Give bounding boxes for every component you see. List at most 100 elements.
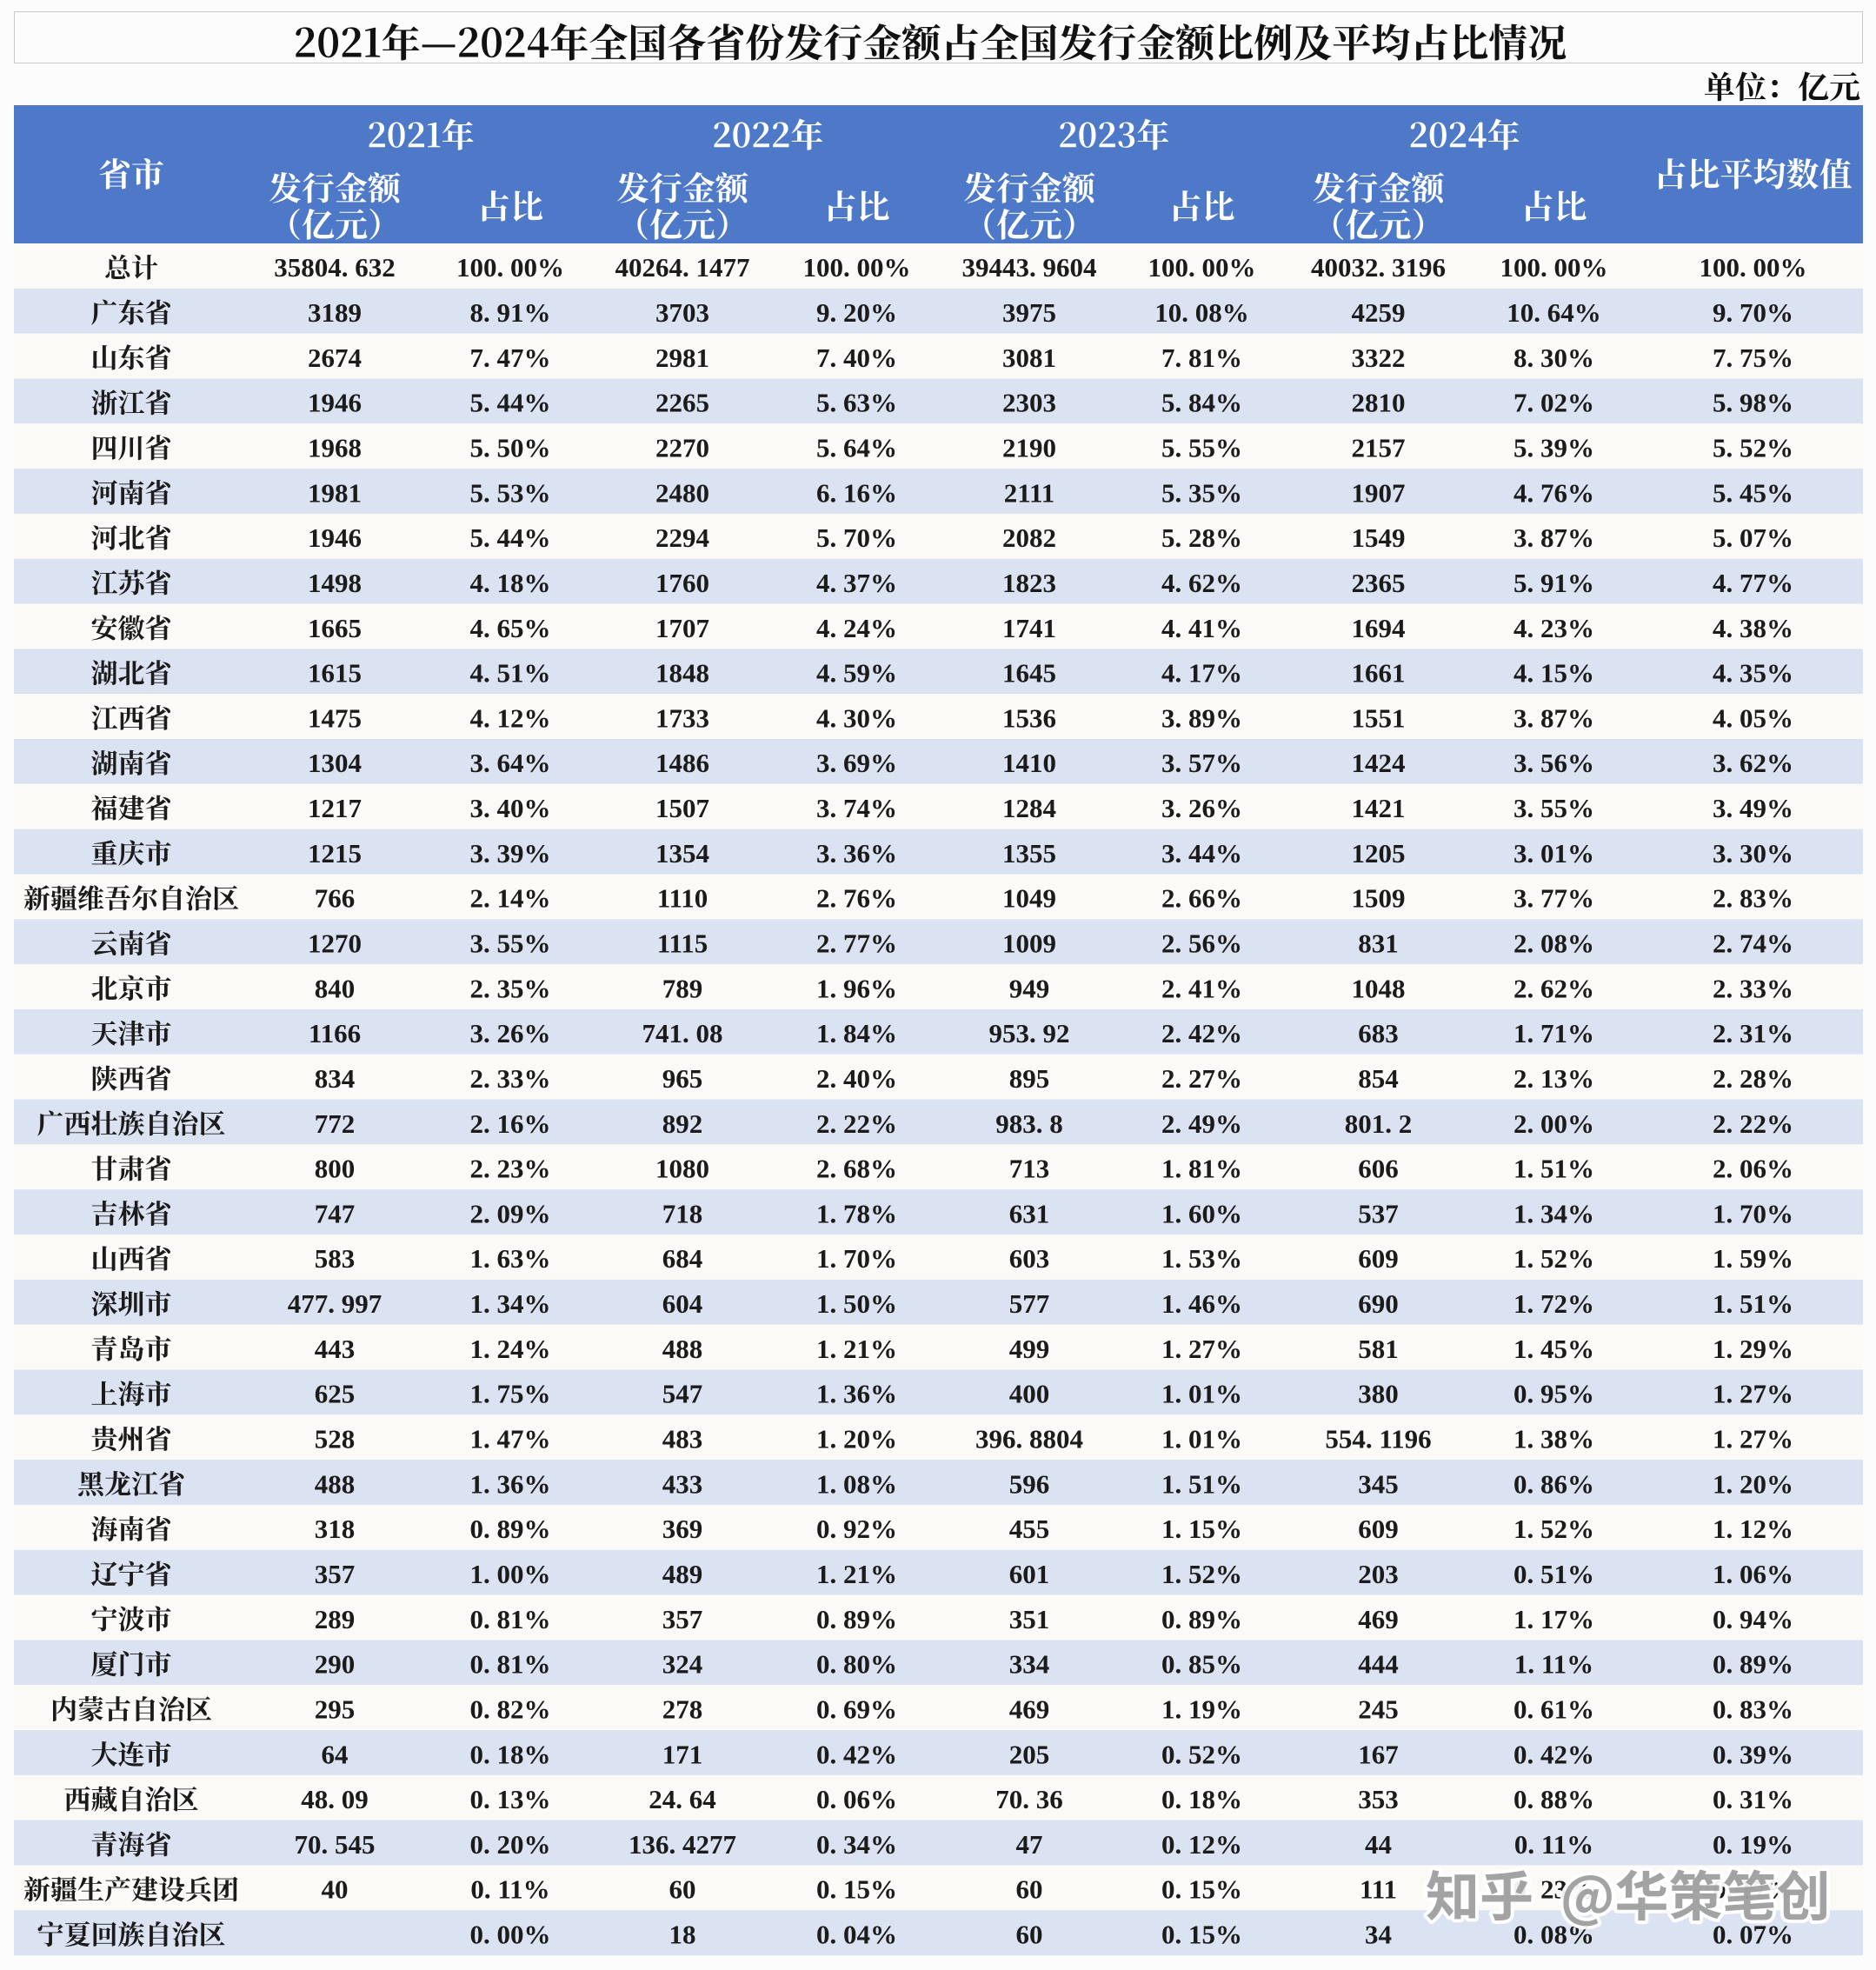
svg-text:1354: 1354 (655, 838, 709, 869)
svg-text:1498: 1498 (308, 568, 362, 598)
svg-text:1. 52%: 1. 52% (1513, 1514, 1594, 1544)
svg-text:1. 15%: 1. 15% (1161, 1514, 1242, 1544)
svg-text:1507: 1507 (655, 793, 709, 823)
svg-text:2157: 2157 (1352, 433, 1406, 463)
svg-text:4. 77%: 4. 77% (1713, 568, 1793, 598)
svg-text:4. 38%: 4. 38% (1713, 613, 1793, 643)
svg-text:3. 77%: 3. 77% (1513, 883, 1594, 914)
svg-text:4. 05%: 4. 05% (1713, 702, 1793, 733)
svg-text:683: 683 (1358, 1018, 1399, 1048)
svg-text:0. 81%: 0. 81% (470, 1649, 551, 1680)
svg-text:528: 528 (315, 1424, 356, 1454)
svg-text:0. 06%: 0. 06% (816, 1784, 897, 1814)
svg-text:1. 36%: 1. 36% (816, 1379, 897, 1409)
svg-text:800: 800 (315, 1154, 356, 1184)
svg-text:609: 609 (1358, 1514, 1399, 1544)
svg-text:0. 15%: 0. 15% (1161, 1920, 1242, 1950)
svg-text:0. 88%: 0. 88% (1513, 1784, 1594, 1814)
svg-text:2. 35%: 2. 35% (470, 973, 551, 1003)
svg-text:0. 85%: 0. 85% (1161, 1649, 1242, 1680)
svg-text:766: 766 (315, 883, 356, 914)
svg-text:100. 00%: 100. 00% (1148, 252, 1256, 283)
svg-text:2270: 2270 (655, 433, 709, 463)
svg-text:100. 00%: 100. 00% (1500, 252, 1608, 283)
svg-text:2. 06%: 2. 06% (1713, 1154, 1793, 1184)
svg-text:47: 47 (1016, 1829, 1043, 1860)
svg-text:1. 20%: 1. 20% (816, 1424, 897, 1454)
svg-text:1355: 1355 (1002, 838, 1056, 869)
svg-text:433: 433 (662, 1468, 703, 1499)
svg-text:290: 290 (315, 1649, 356, 1680)
svg-text:4. 24%: 4. 24% (816, 613, 897, 643)
svg-text:1733: 1733 (655, 702, 709, 733)
svg-text:295: 295 (315, 1694, 356, 1725)
svg-text:3. 89%: 3. 89% (1161, 702, 1242, 733)
svg-text:136. 4277: 136. 4277 (629, 1829, 736, 1860)
svg-text:205: 205 (1009, 1739, 1050, 1769)
svg-text:2674: 2674 (308, 343, 362, 373)
svg-text:1. 21%: 1. 21% (816, 1559, 897, 1589)
svg-text:2. 08%: 2. 08% (1513, 928, 1594, 959)
svg-text:1475: 1475 (308, 702, 362, 733)
svg-text:4. 12%: 4. 12% (470, 702, 551, 733)
svg-text:3. 56%: 3. 56% (1513, 748, 1594, 778)
svg-text:747: 747 (315, 1198, 356, 1228)
svg-text:4. 41%: 4. 41% (1161, 613, 1242, 643)
svg-text:1. 51%: 1. 51% (1161, 1468, 1242, 1499)
svg-text:1694: 1694 (1352, 613, 1406, 643)
svg-text:60: 60 (1016, 1920, 1043, 1950)
svg-text:40264. 1477: 40264. 1477 (615, 252, 750, 283)
svg-text:834: 834 (315, 1063, 356, 1094)
svg-text:2. 33%: 2. 33% (470, 1063, 551, 1094)
svg-text:100. 00%: 100. 00% (456, 252, 564, 283)
svg-text:4. 37%: 4. 37% (816, 568, 897, 598)
svg-text:895: 895 (1009, 1063, 1050, 1094)
svg-text:625: 625 (315, 1379, 356, 1409)
svg-text:35804. 632: 35804. 632 (274, 252, 396, 283)
svg-text:0. 18%: 0. 18% (470, 1739, 551, 1769)
svg-text:167: 167 (1358, 1739, 1399, 1769)
svg-text:3. 30%: 3. 30% (1713, 838, 1793, 869)
svg-text:1215: 1215 (308, 838, 362, 869)
svg-text:2. 31%: 2. 31% (1713, 1018, 1793, 1048)
svg-text:1. 27%: 1. 27% (1161, 1334, 1242, 1364)
svg-text:2. 77%: 2. 77% (816, 928, 897, 959)
svg-text:351: 351 (1009, 1604, 1050, 1634)
svg-text:1. 84%: 1. 84% (816, 1018, 897, 1048)
svg-text:60: 60 (669, 1874, 696, 1905)
svg-text:2365: 2365 (1352, 568, 1406, 598)
svg-text:1. 01%: 1. 01% (1161, 1379, 1242, 1409)
svg-text:3. 01%: 3. 01% (1513, 838, 1594, 869)
svg-text:581: 581 (1358, 1334, 1399, 1364)
svg-text:1. 24%: 1. 24% (470, 1334, 551, 1364)
svg-text:3. 49%: 3. 49% (1713, 793, 1793, 823)
svg-text:1217: 1217 (308, 793, 362, 823)
svg-text:1661: 1661 (1352, 658, 1406, 689)
svg-text:0. 07%: 0. 07% (1713, 1920, 1793, 1950)
svg-text:0. 13%: 0. 13% (470, 1784, 551, 1814)
svg-text:245: 245 (1358, 1694, 1399, 1725)
svg-text:2. 76%: 2. 76% (816, 883, 897, 914)
svg-text:60: 60 (1016, 1874, 1043, 1905)
svg-text:5. 44%: 5. 44% (470, 522, 551, 553)
svg-text:772: 772 (315, 1108, 356, 1139)
svg-text:0. 69%: 0. 69% (816, 1694, 897, 1725)
svg-text:1. 51%: 1. 51% (1713, 1288, 1793, 1319)
svg-text:2981: 2981 (655, 343, 709, 373)
svg-text:396. 8804: 396. 8804 (975, 1424, 1083, 1454)
svg-text:603: 603 (1009, 1243, 1050, 1274)
svg-text:3703: 3703 (655, 297, 709, 328)
svg-text:7. 81%: 7. 81% (1161, 343, 1242, 373)
svg-text:1009: 1009 (1002, 928, 1056, 959)
svg-text:3. 26%: 3. 26% (470, 1018, 551, 1048)
svg-text:3. 55%: 3. 55% (1513, 793, 1594, 823)
svg-text:1. 70%: 1. 70% (816, 1243, 897, 1274)
svg-text:0. 80%: 0. 80% (816, 1649, 897, 1680)
svg-text:1. 47%: 1. 47% (470, 1424, 551, 1454)
svg-text:854: 854 (1358, 1063, 1399, 1094)
svg-text:577: 577 (1009, 1288, 1050, 1319)
svg-text:499: 499 (1009, 1334, 1050, 1364)
svg-text:0. 89%: 0. 89% (1161, 1604, 1242, 1634)
svg-text:1509: 1509 (1352, 883, 1406, 914)
svg-text:5. 98%: 5. 98% (1713, 388, 1793, 418)
